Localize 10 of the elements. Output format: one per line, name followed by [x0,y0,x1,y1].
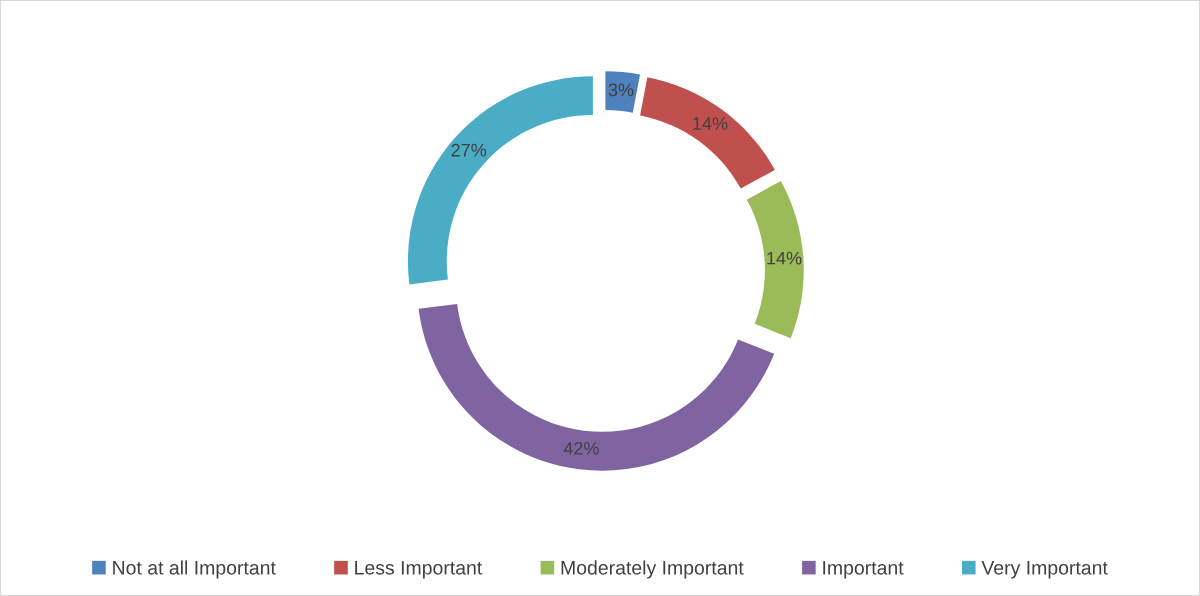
data-label: 14% [767,251,802,265]
legend-label: Less Important [355,561,483,579]
legend-label: Important [823,561,904,579]
legend-label: Moderately Important [561,560,744,579]
data-label: 27% [451,143,487,157]
data-label: 3% [608,83,634,97]
legend-label: Very Important [981,561,1108,579]
data-label: 14% [693,117,728,130]
data-label: 42% [563,442,599,455]
legend-label: Not at all Important [113,560,276,579]
